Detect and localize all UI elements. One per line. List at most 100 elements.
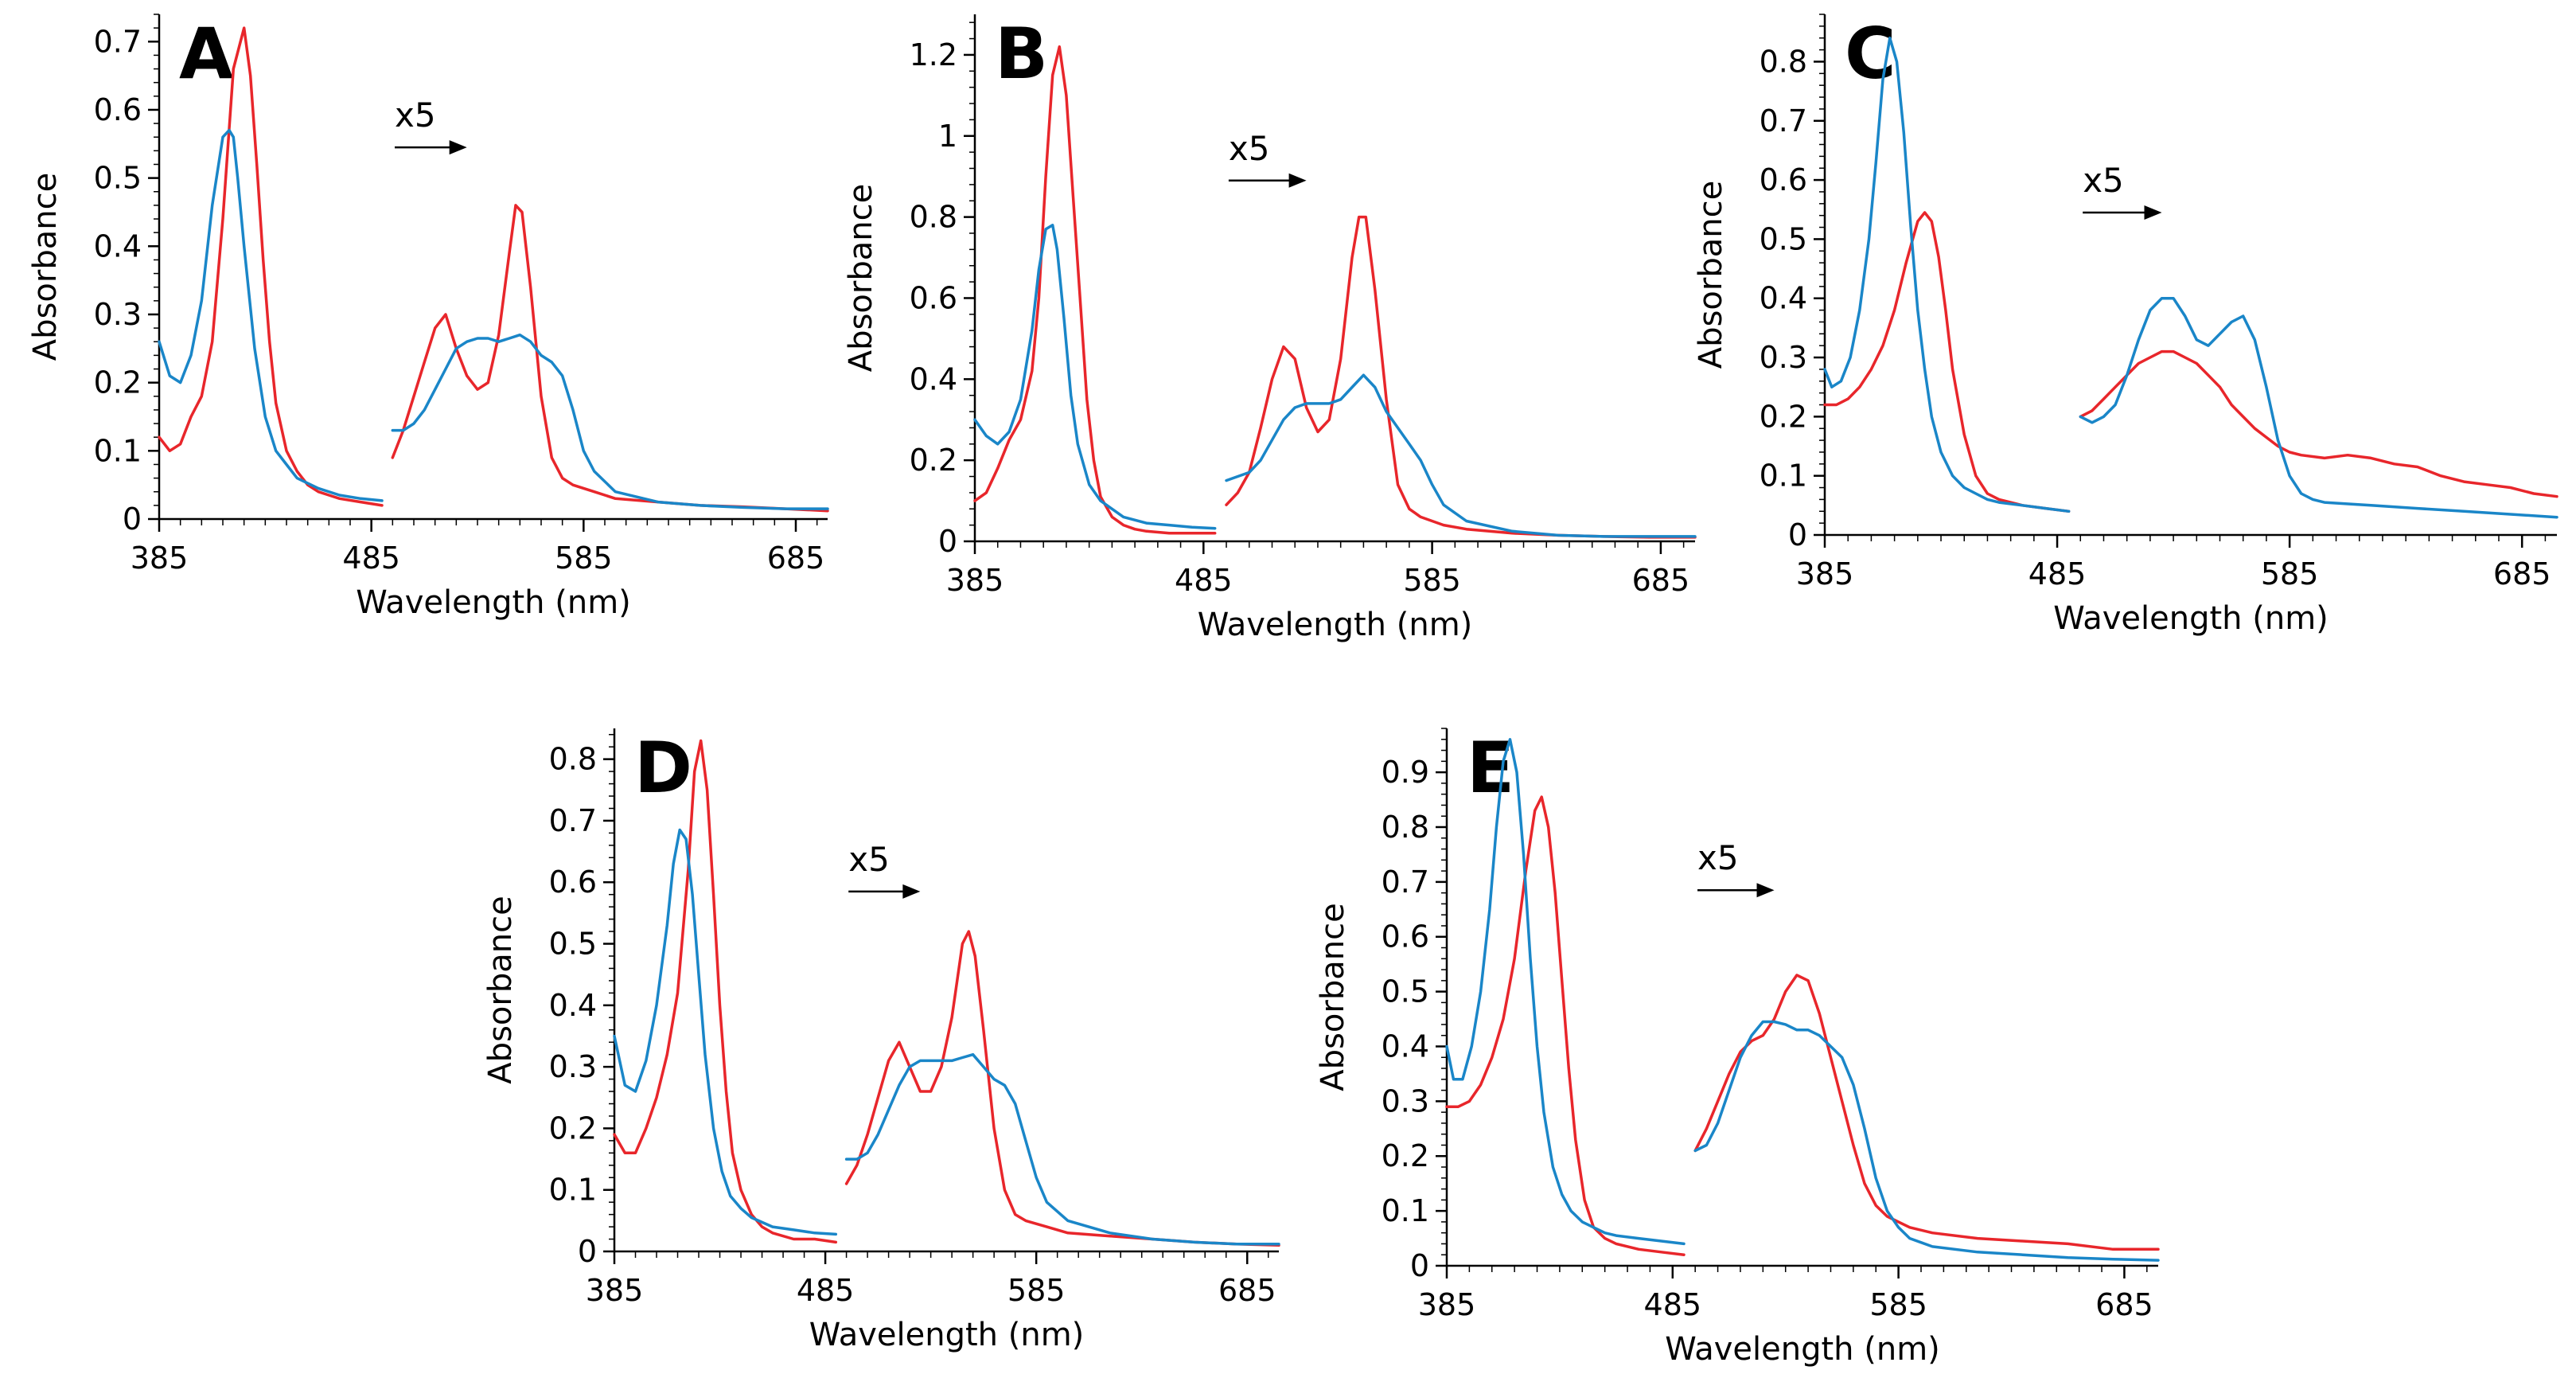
series-blue-soret [158,128,384,502]
y-tick-label: 0.2 [1382,1138,1429,1173]
x-axis-label: Wavelength (nm) [2053,600,2329,637]
scale-arrow-head [1756,883,1775,898]
y-tick-label: 0.5 [549,927,597,962]
x-tick-label: 685 [2095,1287,2153,1322]
x-tick-label: 585 [1007,1273,1066,1308]
series-red-soret [1823,211,2071,513]
x-tick-label: 385 [1796,556,1854,591]
y-axis-label: Absorbance [843,184,879,372]
panel-a: 0 0.1 0.2 0.3 0.4 0.5 0.6 0.7 385 485 585 685 Wavele… [27,13,829,621]
y-axis-label: Absorbance [27,173,64,361]
y-tick-label: 0.1 [94,433,142,468]
y-tick-label: 0.4 [1760,281,1807,316]
panel-d: 0 0.1 0.2 0.3 0.4 0.5 0.6 0.7 0.8 385 485 585 685 Wav… [482,727,1280,1353]
series-red-soret [973,45,1217,535]
panel-e: 0 0.1 0.2 0.3 0.4 0.5 0.6 0.7 0.8 0.9 385 485 585 685… [1315,727,2160,1368]
y-tick-label: 0.1 [1760,459,1807,494]
y-tick-label: 0.8 [549,742,597,777]
y-axis-label: Absorbance [482,896,519,1083]
x-tick-label: 385 [946,563,1004,598]
y-tick-label: 0.6 [1760,162,1807,197]
x-tick-label: 485 [2028,556,2087,591]
y-tick-label: 0.7 [94,24,142,59]
y-tick-label: 0.3 [1382,1083,1429,1118]
scale-factor-label: x5 [395,96,436,135]
y-tick-label: 0.6 [549,865,597,900]
x-tick-label: 385 [1418,1287,1476,1322]
y-tick-label: 0.2 [1760,399,1807,434]
scale-arrow-head [2144,205,2162,220]
x-tick-label: 585 [1403,563,1461,598]
y-tick-label: 0 [1410,1248,1429,1283]
y-tick-label: 1.2 [910,37,957,72]
series-red-soret [613,739,838,1244]
y-tick-label: 0 [578,1234,597,1269]
y-axis-label: Absorbance [1315,903,1351,1091]
scale-arrow-head [902,884,921,899]
y-tick-label: 0.7 [1760,103,1807,139]
y-tick-label: 0.1 [549,1173,597,1208]
x-tick-label: 485 [1175,563,1233,598]
y-tick-label: 0 [123,502,142,537]
y-tick-label: 0.3 [1760,340,1807,375]
series-red-soret [1445,795,1686,1256]
series-blue-soret [1445,738,1686,1246]
y-tick-label: 0.6 [94,92,142,127]
x-tick-label: 385 [131,541,189,576]
x-tick-label: 685 [767,541,825,576]
series-red-soret [158,26,384,507]
series-red-q-band [2079,349,2558,498]
y-tick-label: 0.4 [1382,1029,1429,1064]
x-tick-label: 385 [586,1273,644,1308]
y-tick-label: 0.7 [549,803,597,838]
series-red-q-band [1225,215,1697,539]
scale-arrow-head [449,140,467,155]
y-tick-label: 0.3 [94,297,142,332]
panel-letter: A [179,13,233,95]
x-tick-label: 685 [2493,556,2551,591]
scale-factor-label: x5 [1697,838,1739,877]
x-axis-label: Wavelength (nm) [356,584,631,621]
x-axis-label: Wavelength (nm) [1665,1331,1940,1368]
y-tick-label: 0.8 [1382,810,1429,845]
x-tick-label: 485 [797,1273,855,1308]
y-tick-label: 0.4 [94,228,142,263]
y-tick-label: 0.2 [94,365,142,400]
x-tick-label: 585 [555,541,613,576]
series-blue-q-band [1693,1020,2160,1262]
series-blue-soret [1823,36,2071,513]
y-tick-label: 0.2 [549,1111,597,1146]
panel-letter: B [995,13,1048,95]
x-axis-label: Wavelength (nm) [809,1317,1085,1353]
x-tick-label: 685 [1632,563,1690,598]
series-blue-q-band [391,333,829,510]
y-tick-label: 0.6 [1382,919,1429,954]
y-tick-label: 1 [938,119,957,154]
series-blue-soret [973,224,1217,530]
y-tick-label: 0.5 [1760,221,1807,256]
series-blue-q-band [844,1052,1280,1246]
series-blue-q-band [1225,373,1697,538]
x-tick-label: 485 [342,541,400,576]
y-tick-label: 0 [938,524,957,559]
series-red-q-band [844,930,1280,1247]
y-tick-label: 0.1 [1382,1193,1429,1228]
series-red-q-band [391,204,829,513]
y-tick-label: 0.5 [1382,974,1429,1009]
y-tick-label: 0 [1788,517,1807,552]
y-tick-label: 0.9 [1382,755,1429,790]
panel-c: 0 0.1 0.2 0.3 0.4 0.5 0.6 0.7 0.8 385 485 585 685 Wav… [1693,13,2558,637]
y-tick-label: 0.8 [910,200,957,235]
y-tick-label: 0.4 [549,988,597,1023]
panel-letter: E [1467,727,1514,809]
x-axis-label: Wavelength (nm) [1198,607,1473,643]
scale-arrow-head [1288,173,1307,188]
y-tick-label: 0.2 [910,443,957,478]
y-tick-label: 0.7 [1382,865,1429,900]
x-tick-label: 485 [1644,1287,1702,1322]
y-tick-label: 0.3 [549,1049,597,1084]
scale-factor-label: x5 [2083,161,2124,200]
panel-letter: D [634,727,692,809]
scale-factor-label: x5 [1229,129,1270,168]
